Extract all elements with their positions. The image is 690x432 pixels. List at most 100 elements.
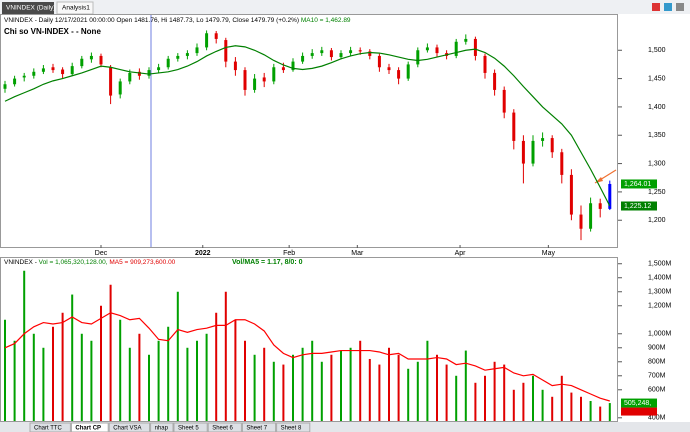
- candle-body: [137, 71, 141, 76]
- header-text: VNINDEX -: [4, 259, 39, 266]
- volume-bar: [455, 375, 458, 421]
- sheet-tab[interactable]: [29, 422, 71, 432]
- candle-body: [41, 68, 45, 72]
- volume-bar: [541, 389, 544, 421]
- volume-bar: [397, 354, 400, 421]
- volume-bar: [426, 340, 429, 421]
- candle-body: [531, 140, 535, 164]
- candle-body: [464, 38, 468, 42]
- sheet-tab-label[interactable]: Sheet 5: [178, 426, 199, 432]
- sheet-tab-label[interactable]: Chart TTC: [34, 426, 63, 432]
- volume-bar: [128, 347, 131, 421]
- candle-body: [89, 55, 93, 60]
- volume-bar: [359, 340, 362, 421]
- volume-bar: [589, 400, 592, 421]
- volume-bar: [244, 340, 246, 421]
- sheet-tab[interactable]: [173, 422, 208, 432]
- candle-body: [185, 53, 189, 56]
- y-tick-label: 1,400: [648, 104, 666, 111]
- volume-bar: [474, 382, 477, 421]
- value-box: [621, 398, 657, 408]
- volume-bar: [263, 347, 266, 421]
- icon[interactable]: [652, 3, 660, 11]
- candle-body: [502, 89, 506, 113]
- volume-bar: [148, 354, 150, 421]
- volume-bar: [119, 319, 122, 421]
- candle-body: [80, 58, 84, 67]
- candle-body: [22, 75, 26, 78]
- sheet-tab[interactable]: [108, 422, 151, 432]
- ma-header: MA10 = 1,462.89: [301, 17, 351, 24]
- y-tick-label: 1,200M: [648, 303, 672, 310]
- candle-body: [99, 55, 103, 65]
- candle-body: [176, 55, 180, 59]
- volume-bar: [100, 305, 102, 421]
- value-box: [621, 407, 657, 416]
- x-tick-label: Apr: [455, 250, 467, 257]
- candle-body: [262, 77, 266, 82]
- candle-body: [13, 78, 17, 85]
- candle-body: [3, 84, 7, 89]
- volume-bar: [493, 361, 496, 421]
- sheet-tab-label[interactable]: Sheet 8: [281, 426, 302, 432]
- y-tick-label: 1,500M: [648, 261, 672, 268]
- sheet-tab-label[interactable]: Sheet 6: [212, 426, 233, 432]
- sheet-tab-label[interactable]: Chart VSA: [113, 426, 141, 432]
- candle-body: [339, 53, 343, 58]
- sheet-tab[interactable]: [70, 422, 109, 432]
- volume-bar: [253, 354, 256, 421]
- icon[interactable]: [676, 3, 684, 11]
- candle-body: [61, 69, 65, 75]
- volume-bar: [464, 350, 467, 421]
- candle-body: [454, 41, 458, 56]
- sheet-tab[interactable]: [276, 422, 311, 432]
- y-tick-label: 1,400M: [648, 275, 672, 282]
- volume-bar: [580, 396, 582, 421]
- candle-body: [281, 67, 285, 71]
- volume-bar: [301, 347, 304, 421]
- candle-body: [301, 55, 305, 62]
- y-tick-label: 600M: [648, 387, 666, 394]
- volume-bar: [570, 392, 573, 421]
- volume-bar: [388, 347, 390, 421]
- y-tick-label: 1,000M: [648, 331, 672, 338]
- sheet-tab[interactable]: [241, 422, 277, 432]
- candle-body: [569, 174, 573, 215]
- volume-bar: [560, 375, 563, 421]
- volume-bar: [109, 284, 112, 421]
- volume-bar: [90, 340, 93, 421]
- tab[interactable]: [2, 2, 54, 14]
- volume-bar: [196, 340, 198, 421]
- candle-body: [32, 71, 36, 76]
- candle-body: [416, 50, 420, 65]
- volume-bar: [215, 312, 218, 421]
- candle-body: [608, 183, 612, 209]
- ratio-text: Vol/MA5 = 1.17, 8/0: 0: [232, 259, 303, 266]
- candle-body: [224, 40, 228, 62]
- header-text: VNINDEX - Daily 12/17/2021 00:00:00 Open…: [4, 17, 301, 24]
- x-tick-label: Feb: [283, 250, 295, 257]
- candle-body: [473, 38, 477, 56]
- tab-label[interactable]: Analysis1: [62, 5, 90, 12]
- sheet-tab-label[interactable]: nhap: [155, 426, 169, 432]
- sheet-tab[interactable]: [150, 422, 174, 432]
- volume-bar: [512, 389, 515, 421]
- value-box-label: 505,248,: [624, 400, 651, 407]
- candle-body: [214, 33, 218, 39]
- volume-bar: [445, 364, 448, 421]
- tab-label[interactable]: VNINDEX (Daily): [6, 5, 55, 12]
- price-subtitle: Chi so VN-INDEX - - None: [4, 27, 101, 36]
- candle-body: [425, 47, 429, 51]
- volume-bar: [368, 358, 371, 421]
- candle-body: [560, 152, 564, 175]
- sheet-tab-label[interactable]: Sheet 7: [246, 426, 267, 432]
- icon[interactable]: [664, 3, 672, 11]
- candle-body: [550, 138, 554, 153]
- price-header: VNINDEX - Daily 12/17/2021 00:00:00 Open…: [4, 17, 351, 24]
- value-box: [621, 179, 657, 189]
- y-tick-label: 1,200: [648, 217, 666, 224]
- y-tick-label: 900M: [648, 345, 666, 352]
- sheet-tab[interactable]: [207, 422, 242, 432]
- sheet-tab-label[interactable]: Chart CP: [75, 426, 101, 432]
- volume-bar: [138, 333, 141, 421]
